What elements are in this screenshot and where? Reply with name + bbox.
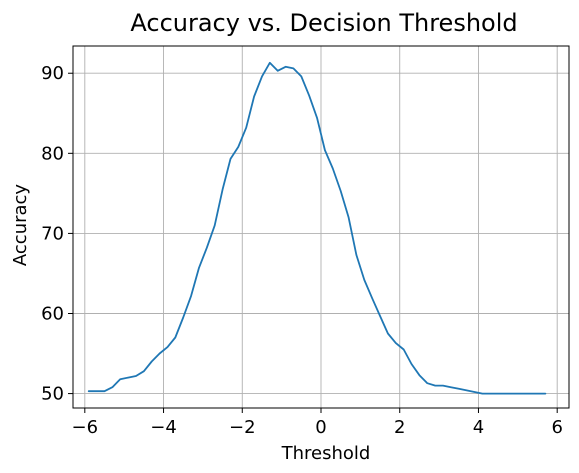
x-axis-label: Threshold [281,443,371,464]
series-layer [87,61,547,395]
x-tick-label: 4 [473,417,484,438]
y-tick-label: 80 [41,143,64,164]
grid-lines [73,46,569,408]
x-tick-label: −6 [72,417,99,438]
y-tick-labels: 50 60 70 80 90 [41,63,64,404]
x-tick-label: 0 [315,417,326,438]
x-tick-labels: −6 −4 −2 0 2 4 6 [72,417,563,438]
x-tick-label: −4 [150,417,177,438]
accuracy-series-line [87,61,547,395]
y-tick-label: 70 [41,223,64,244]
x-tick-label: 2 [394,417,405,438]
chart-title: Accuracy vs. Decision Threshold [130,9,517,37]
x-tick-label: 6 [551,417,562,438]
x-tick-label: −2 [229,417,256,438]
tick-marks [68,72,558,413]
y-tick-label: 50 [41,384,64,405]
y-tick-label: 90 [41,63,64,84]
y-axis-label: Accuracy [10,184,31,267]
y-tick-label: 60 [41,303,64,324]
